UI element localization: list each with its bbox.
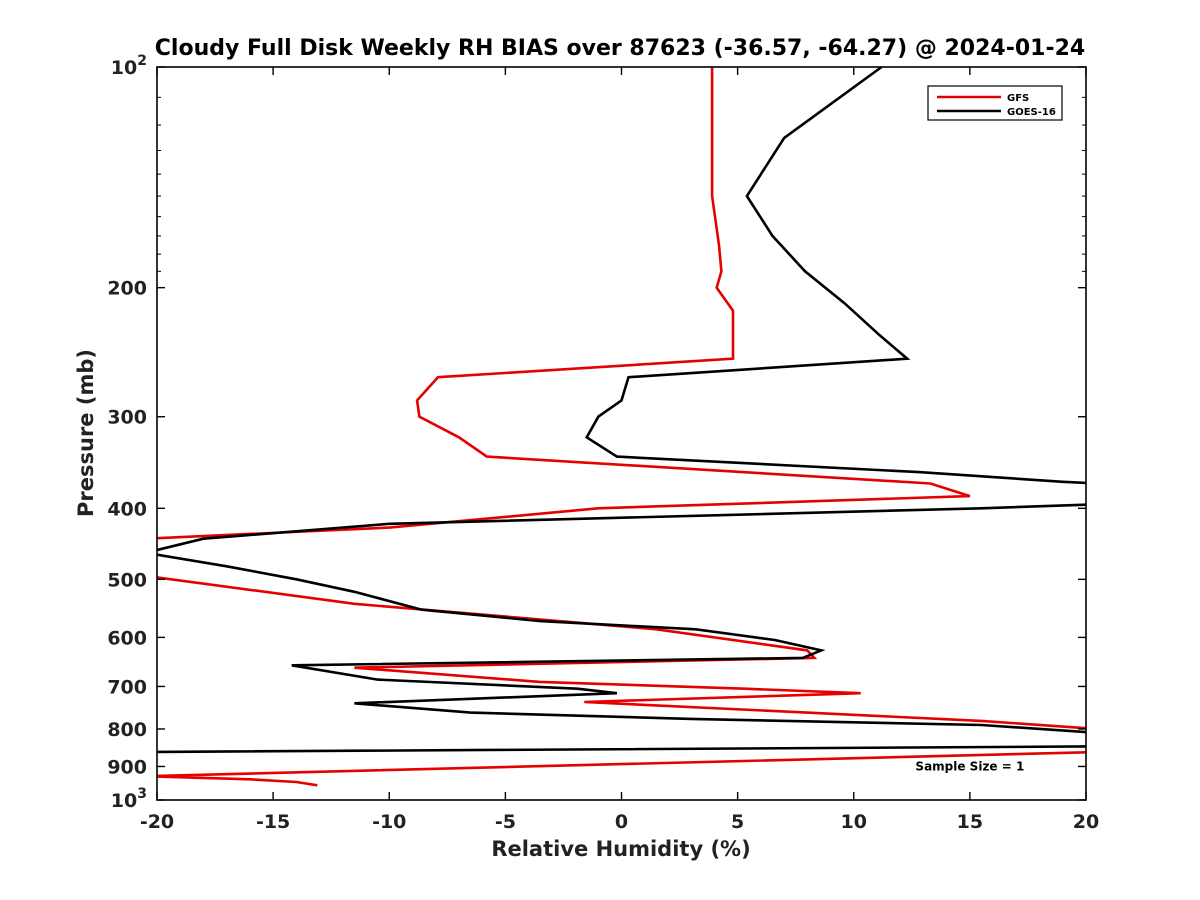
legend: GFS GOES-16 [927, 85, 1063, 121]
x-tick-label: 5 [731, 811, 744, 833]
chart-title: Cloudy Full Disk Weekly RH BIAS over 876… [155, 36, 1085, 61]
plot-frame [156, 66, 1087, 801]
y-tick-label: 300 [107, 407, 147, 429]
y-tick-label: 800 [107, 719, 147, 741]
y-tick-label: 400 [107, 498, 147, 520]
x-axis-label: Relative Humidity (%) [491, 837, 750, 861]
legend-label: GFS [1007, 93, 1029, 104]
x-tick-label: -15 [256, 811, 290, 833]
y-axis: 102 200 300 400 500 600 700 800 900 103 [107, 53, 1086, 812]
x-tick-label: 15 [957, 811, 983, 833]
y-axis-label: Pressure (mb) [74, 349, 98, 517]
x-tick-label: 0 [615, 811, 628, 833]
y-tick-label: 600 [107, 627, 147, 649]
x-tick-label: -10 [372, 811, 406, 833]
series-line-gfs [157, 67, 1086, 787]
x-tick-label: 20 [1073, 811, 1099, 833]
y-tick-label: 200 [107, 278, 147, 300]
x-tick-label: 10 [841, 811, 867, 833]
series-line-goes-16 [157, 67, 1086, 754]
legend-box [927, 85, 1063, 121]
y-tick-label: 700 [107, 676, 147, 698]
y-tick-label: 500 [107, 569, 147, 591]
y-tick-label: 102 [111, 53, 147, 79]
series-layer [157, 67, 1086, 787]
y-tick-label: 103 [111, 786, 147, 812]
x-tick-label: -20 [140, 811, 174, 833]
x-axis: -20 -15 -10 -5 0 5 10 15 20 [140, 67, 1099, 833]
sample-size-note: Sample Size = 1 [915, 759, 1024, 773]
x-tick-label: -5 [495, 811, 516, 833]
y-tick-label: 900 [107, 756, 147, 778]
legend-label: GOES-16 [1007, 107, 1056, 118]
